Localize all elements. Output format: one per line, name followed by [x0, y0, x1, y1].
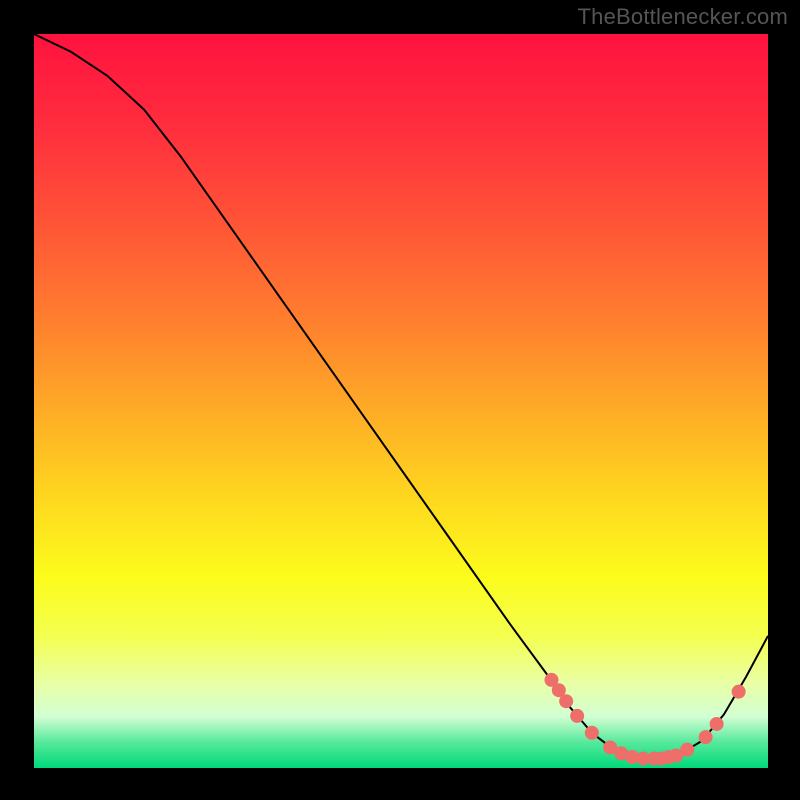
marker-point	[732, 685, 745, 698]
marker-point	[552, 684, 565, 697]
chart-container: TheBottlenecker.com	[0, 0, 800, 800]
marker-point	[710, 717, 723, 730]
attribution-text: TheBottlenecker.com	[578, 4, 788, 30]
plot-background	[34, 34, 768, 768]
plot-area	[34, 34, 768, 768]
marker-point	[571, 709, 584, 722]
marker-point	[699, 731, 712, 744]
marker-point	[681, 743, 694, 756]
marker-point	[585, 726, 598, 739]
plot-svg	[34, 34, 768, 768]
marker-point	[560, 695, 573, 708]
